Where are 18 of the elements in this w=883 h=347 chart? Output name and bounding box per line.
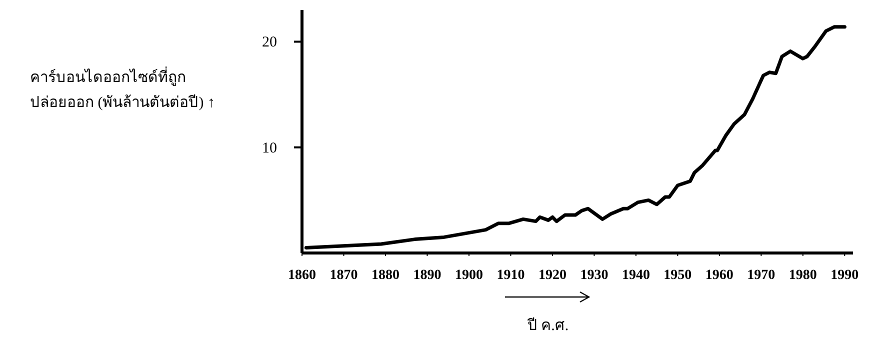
x-tick-label: 1900 — [454, 268, 483, 283]
x-tick-label: 1970 — [747, 268, 776, 283]
x-tick-label: 1950 — [664, 268, 692, 283]
x-tick-label: 1920 — [538, 268, 566, 283]
x-tick-label: 1990 — [830, 268, 859, 283]
x-tick-label: 1860 — [288, 268, 316, 283]
x-tick-label: 1980 — [788, 268, 817, 283]
y-axis-title: คาร์บอนไดออกไซด์ที่ถูก ปล่อยออก (พันล้านตันต่อปี) ↑ — [30, 66, 215, 111]
x-tick-label: 1880 — [371, 268, 400, 283]
y-tick-label: 20 — [262, 34, 277, 51]
x-tick-label: 1940 — [622, 268, 650, 283]
x-tick-label: 1960 — [705, 268, 734, 283]
x-tick-label: 1890 — [413, 268, 442, 283]
x-axis-title: ปี ค.ศ. — [526, 317, 569, 334]
x-tick-label: 1910 — [496, 268, 525, 283]
y-tick-label: 10 — [262, 140, 277, 156]
x-tick-label: 1930 — [580, 268, 608, 283]
x-tick-label: 1870 — [330, 268, 358, 283]
